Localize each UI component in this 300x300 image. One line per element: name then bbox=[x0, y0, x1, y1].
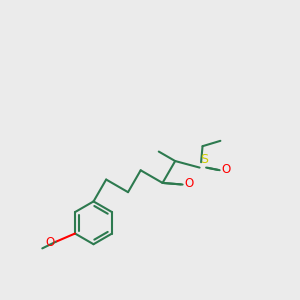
Text: S: S bbox=[200, 153, 208, 167]
Text: O: O bbox=[184, 177, 194, 190]
Text: O: O bbox=[222, 164, 231, 176]
Text: O: O bbox=[45, 236, 54, 249]
